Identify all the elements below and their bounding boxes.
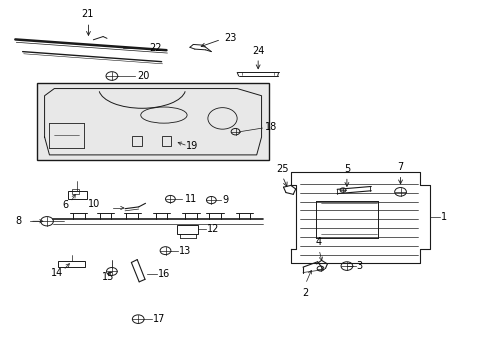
Text: 11: 11 — [184, 194, 197, 204]
Text: 4: 4 — [315, 237, 322, 247]
Bar — [132, 136, 142, 146]
Text: 10: 10 — [88, 199, 101, 210]
Text: 2: 2 — [302, 288, 308, 298]
Text: 16: 16 — [158, 269, 170, 279]
Text: 15: 15 — [102, 272, 114, 282]
Text: 1: 1 — [440, 212, 446, 222]
Text: 3: 3 — [356, 261, 362, 271]
Text: 25: 25 — [276, 164, 288, 174]
Bar — [72, 189, 79, 194]
Text: 17: 17 — [153, 314, 165, 324]
Text: 8: 8 — [15, 216, 21, 226]
Text: 12: 12 — [207, 225, 220, 234]
Bar — [161, 136, 171, 146]
Text: 5: 5 — [343, 164, 349, 174]
Text: 14: 14 — [51, 268, 63, 278]
Text: 21: 21 — [81, 9, 94, 19]
Text: 9: 9 — [222, 195, 228, 205]
Bar — [177, 225, 197, 234]
Text: 6: 6 — [62, 200, 68, 210]
Text: 19: 19 — [185, 141, 198, 151]
Bar — [37, 83, 268, 160]
Text: 18: 18 — [264, 122, 277, 132]
Text: 24: 24 — [251, 46, 264, 56]
Text: 23: 23 — [224, 33, 236, 43]
Bar — [68, 192, 86, 199]
Text: 22: 22 — [149, 44, 162, 53]
Text: 7: 7 — [397, 162, 403, 172]
Text: 20: 20 — [137, 71, 149, 81]
Text: 13: 13 — [179, 246, 191, 256]
Bar — [58, 261, 85, 267]
